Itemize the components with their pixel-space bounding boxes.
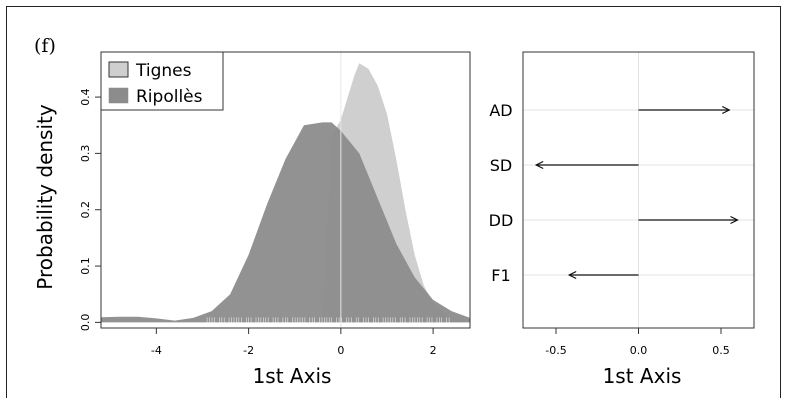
x-tick-label: 2: [430, 344, 437, 357]
arrowhead: [721, 105, 731, 115]
y-tick-label: 0.4: [79, 88, 92, 106]
x-tick-label: 0: [337, 344, 344, 357]
variable-label-sd: SD: [490, 156, 512, 175]
x-tick-label: 0.5: [712, 344, 730, 357]
legend-label-tignes: Tignes: [135, 61, 192, 81]
loading-arrows: [534, 105, 739, 280]
right-grid: [523, 52, 754, 328]
variable-label-ad: AD: [489, 101, 512, 120]
left-x-axis: -4 -2 0 2: [151, 328, 437, 357]
arrowhead: [567, 270, 577, 280]
density-plot: -4 -2 0 2 0.0 0.1 0.2 0.3 0.4 1st Axis Probabil…: [33, 51, 471, 388]
rug-marks: [206, 317, 450, 324]
legend-swatch-ripolles: [108, 87, 129, 104]
y-tick-label: 0.2: [79, 201, 92, 219]
right-x-axis-label: 1st Axis: [603, 364, 682, 388]
figure-frame: [6, 6, 781, 398]
panel-label: (f): [34, 35, 56, 57]
density-area-ripolles: [101, 122, 470, 323]
legend: Tignes Ripollès: [100, 51, 224, 111]
x-tick-label: -4: [151, 344, 162, 357]
y-tick-label: 0.3: [79, 145, 92, 163]
x-tick-label: -0.5: [545, 344, 566, 357]
arrowhead: [730, 215, 739, 225]
y-tick-label: 0.1: [79, 257, 92, 275]
legend-swatch-tignes: [108, 61, 129, 78]
variable-labels: AD SD DD F1: [489, 101, 514, 285]
left-x-axis-label: 1st Axis: [253, 364, 332, 388]
variable-label-dd: DD: [489, 211, 514, 230]
x-tick-label: 0.0: [630, 344, 648, 357]
x-tick-label: -2: [243, 344, 254, 357]
density-areas: [101, 63, 470, 323]
y-tick-label: 0.0: [79, 314, 92, 332]
left-plot-border: [100, 51, 471, 329]
y-axis-label: Probability density: [33, 104, 57, 290]
right-x-axis: -0.5 0.0 0.5: [545, 328, 730, 357]
left-y-axis: 0.0 0.1 0.2 0.3 0.4: [79, 88, 101, 331]
legend-label-ripolles: Ripollès: [136, 87, 203, 107]
loadings-plot: -0.5 0.0 0.5 AD SD DD F1 1st Axis: [489, 51, 755, 388]
variable-label-f1: F1: [491, 266, 510, 285]
arrowhead: [534, 160, 544, 170]
